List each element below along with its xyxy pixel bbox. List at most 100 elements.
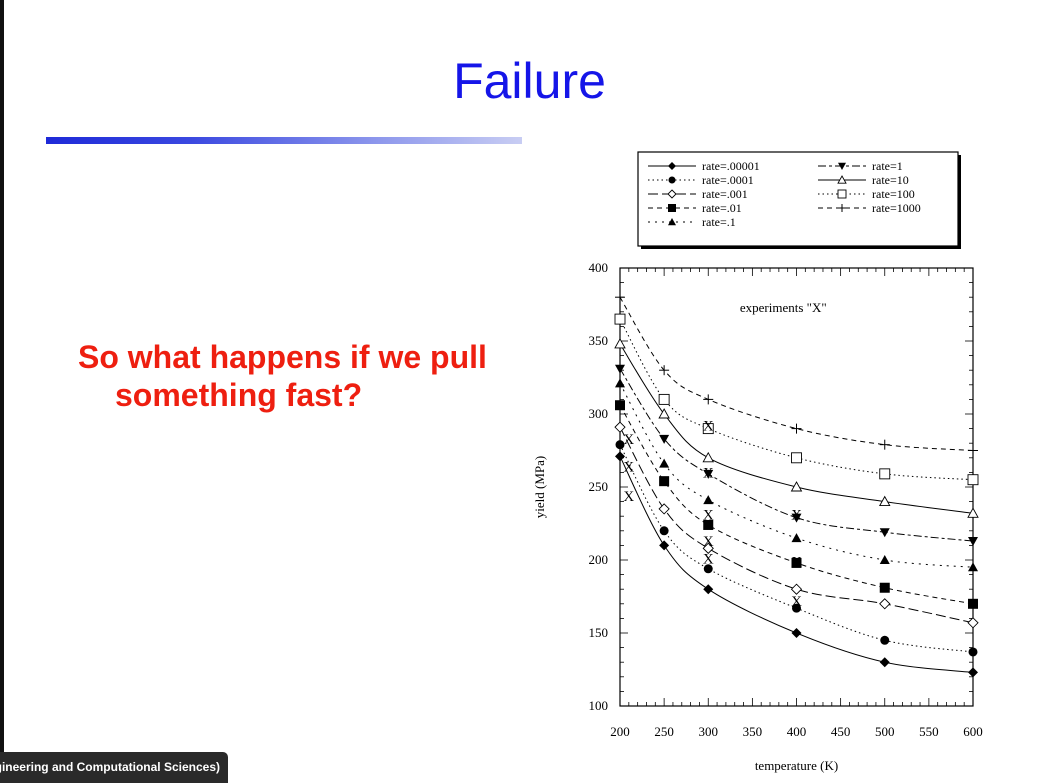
- x-tick-label: 350: [743, 724, 763, 739]
- x-tick-labels: 200 250 300 350 400 450 500 550 600: [610, 724, 983, 739]
- series-line: [619, 426, 974, 624]
- data-point-triangle-up-filled: [659, 458, 670, 468]
- data-point-square-filled: [791, 557, 802, 568]
- data-point-diamond-open: [614, 421, 626, 433]
- experiments-annotation: experiments "X": [740, 300, 827, 315]
- data-point-diamond-open: [790, 583, 803, 595]
- data-point-square-open: [702, 423, 714, 435]
- data-point-square-open: [967, 474, 979, 486]
- y-tick-label: 300: [589, 406, 609, 421]
- x-tick-label: 250: [654, 724, 674, 739]
- data-point-diamond-open: [702, 542, 714, 554]
- data-point-diamond-filled: [968, 667, 978, 678]
- yield-temperature-chart: rate=.00001rate=.0001rate=.001rate=.01ra…: [532, 151, 983, 773]
- series-line: [619, 444, 974, 653]
- data-point-circle-filled: [659, 526, 669, 536]
- x-tick-label: 200: [610, 724, 630, 739]
- experiment-marker: X: [791, 508, 802, 524]
- data-point-diamond-filled: [615, 451, 625, 462]
- legend-label: rate=.00001: [702, 159, 760, 173]
- footer-badge: ngineering and Computational Sciences): [0, 752, 228, 783]
- data-point-triangle-up-open: [878, 495, 891, 507]
- data-point-plus: [659, 365, 670, 376]
- data-point-square-filled: [615, 400, 625, 411]
- footer-text: ngineering and Computational Sciences): [0, 760, 220, 774]
- y-tick-label: 250: [589, 479, 609, 494]
- data-point-triangle-up-filled: [879, 555, 890, 564]
- experiment-marker: X: [623, 489, 634, 505]
- experiment-marker: X: [623, 432, 634, 448]
- data-point-diamond-open: [967, 617, 979, 629]
- data-point-square-open: [837, 189, 847, 199]
- series-line: [619, 343, 974, 514]
- legend-label: rate=.0001: [702, 173, 754, 187]
- data-point-triangle-up-open: [658, 408, 670, 419]
- data-point-circle-filled: [792, 603, 801, 613]
- legend-label: rate=1: [872, 159, 903, 173]
- slide-title: Failure: [453, 53, 606, 109]
- data-point-triangle-up-filled: [968, 562, 978, 572]
- data-point-triangle-up-filled: [703, 495, 714, 505]
- data-point-circle-filled: [880, 635, 890, 645]
- data-point-plus: [968, 445, 978, 456]
- y-tick-label: 400: [589, 260, 609, 275]
- title-underline: [46, 137, 522, 144]
- x-tick-label: 300: [699, 724, 719, 739]
- experiment-marker: X: [703, 419, 714, 435]
- data-point-square-filled: [659, 476, 670, 487]
- experiment-marker: X: [703, 552, 714, 568]
- data-point-diamond-open: [879, 598, 891, 610]
- data-point-plus: [791, 423, 802, 434]
- data-point-diamond-filled: [668, 162, 676, 170]
- y-tick-label: 200: [589, 552, 609, 567]
- x-tick-label: 600: [963, 724, 983, 739]
- data-point-circle-filled: [668, 176, 676, 184]
- experiment-marker: X: [791, 554, 802, 570]
- data-point-square-open: [879, 468, 891, 480]
- legend-label: rate=1000: [872, 201, 921, 215]
- data-point-triangle-down-filled: [791, 513, 802, 523]
- series-line: [619, 404, 974, 605]
- data-point-circle-filled: [615, 440, 625, 450]
- data-point-diamond-filled: [879, 657, 890, 668]
- data-point-square-open: [791, 452, 802, 464]
- data-point-square-open: [658, 393, 670, 405]
- y-tick-label: 150: [589, 625, 609, 640]
- data-point-diamond-filled: [791, 628, 802, 638]
- experiment-marker: X: [703, 508, 714, 524]
- y-tick-label: 100: [589, 698, 609, 713]
- legend-label: rate=.1: [702, 215, 736, 229]
- y-tick-labels: 100 150 200 250 300 350 400: [589, 260, 609, 713]
- data-point-triangle-up-open: [702, 451, 715, 463]
- data-point-triangle-up-filled: [668, 218, 676, 226]
- series-line: [619, 456, 974, 673]
- data-point-triangle-down-filled: [968, 537, 978, 547]
- data-point-square-filled: [968, 598, 978, 609]
- slide-bullet-text: So what happens if we pull something fas…: [78, 339, 487, 413]
- chart-legend: rate=.00001rate=.0001rate=.001rate=.01ra…: [637, 151, 961, 249]
- legend-label: rate=.001: [702, 187, 748, 201]
- data-point-triangle-up-filled: [615, 378, 625, 388]
- series-markers: [614, 292, 979, 678]
- data-point-plus: [615, 292, 625, 303]
- data-point-square-filled: [879, 582, 890, 593]
- data-point-triangle-down-filled: [703, 469, 714, 479]
- data-point-square-filled: [668, 204, 676, 212]
- data-point-triangle-down-filled: [659, 434, 670, 444]
- data-point-triangle-down-filled: [615, 364, 625, 374]
- x-tick-label: 400: [787, 724, 807, 739]
- experiment-marker: X: [791, 594, 802, 610]
- x-tick-label: 550: [919, 724, 939, 739]
- x-tick-label: 450: [831, 724, 851, 739]
- series-lines: [619, 296, 974, 673]
- data-point-triangle-up-open: [967, 507, 979, 518]
- legend-label: rate=.01: [702, 201, 742, 215]
- data-point-plus: [703, 394, 714, 405]
- data-point-plus: [838, 204, 846, 212]
- data-point-square-filled: [703, 519, 714, 530]
- data-point-square-open: [614, 313, 626, 325]
- data-point-diamond-filled: [703, 584, 714, 595]
- data-point-triangle-up-open: [614, 337, 626, 349]
- series-line: [619, 368, 974, 542]
